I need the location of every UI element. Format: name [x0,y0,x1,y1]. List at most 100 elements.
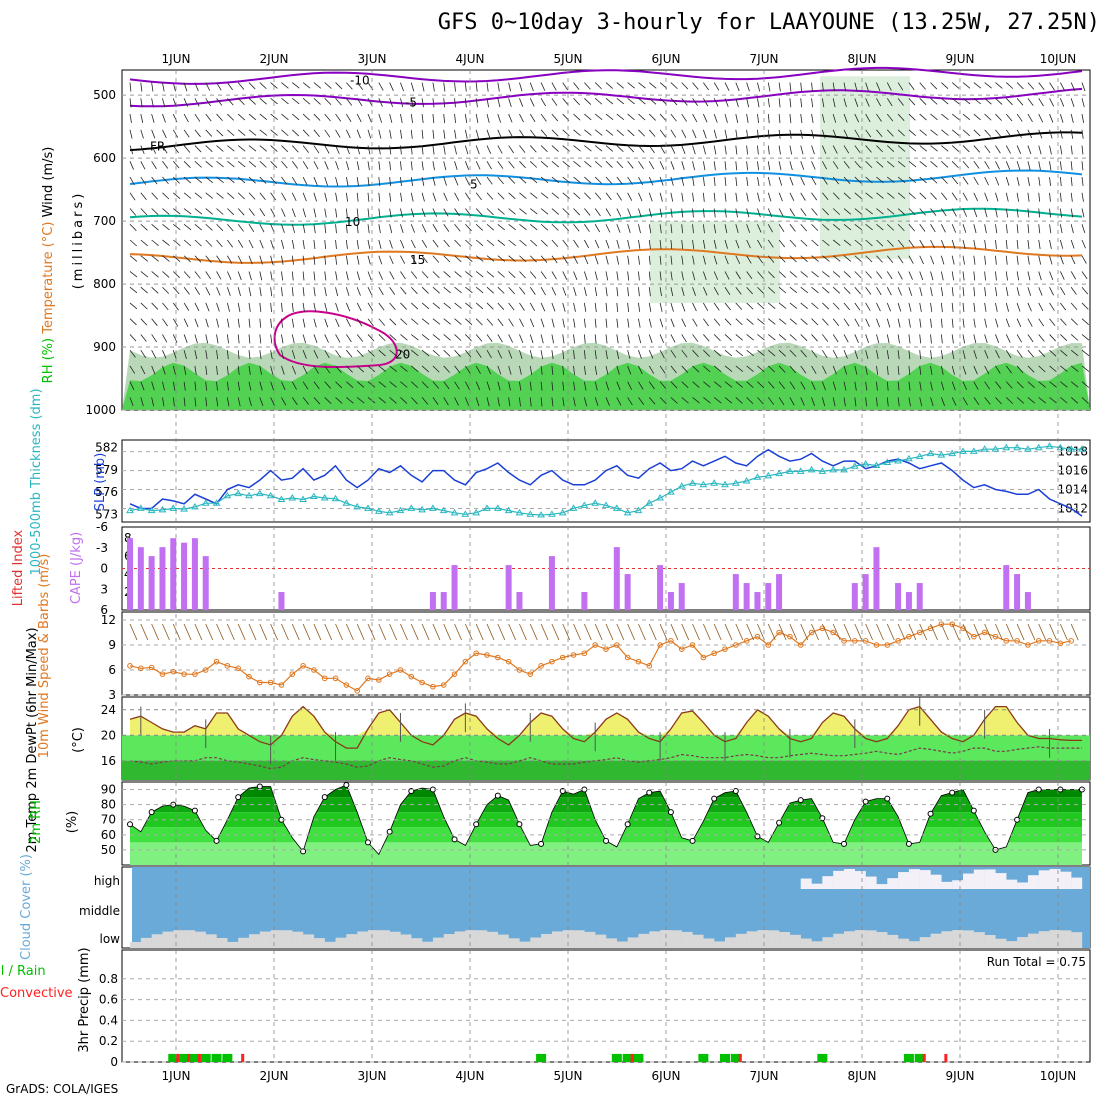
wind-barb [843,381,847,391]
wind-barb [1049,224,1052,234]
wind-barb [822,334,829,342]
wind-barb [648,161,655,170]
wind-barb [432,98,435,108]
wind-barb [1070,397,1079,404]
wind-barb [811,239,819,247]
wind-barb [562,98,569,106]
wind-barb [605,192,612,201]
wind-barb [1016,82,1024,90]
wind-barb [854,623,863,641]
wind-barb [345,623,354,641]
top-date-label: 1JUN [162,52,191,66]
wind-barb [778,349,786,357]
wind-barb [313,208,317,218]
top-date-label: 2JUN [260,52,289,66]
wind-barb [486,302,494,310]
wind-barb [1081,381,1090,388]
wind-barb [757,397,764,405]
cloud-low-block [313,938,325,948]
cloud-high-block [1017,882,1029,889]
wind-barb [248,623,257,641]
wind-barb [876,623,884,641]
wind-barb [421,129,424,139]
wind-barb [367,192,370,202]
cloud-level-label: high [94,874,120,888]
wind-barb [313,255,316,265]
wind-barb [638,334,642,344]
wind-barb [692,334,699,342]
wind-barb [421,192,425,202]
wind-barb [962,302,965,312]
wind-barb [162,161,169,169]
wind-barb [897,239,905,248]
wind-barb [767,114,770,124]
wind-speed-point [538,663,544,669]
cloud-low-block [616,941,628,948]
wind-barb [908,350,911,360]
thickness-point [969,447,978,454]
wind-barb [746,192,749,202]
wind-barb [443,365,451,373]
wind-barb [335,82,343,90]
wind-barb [421,176,425,186]
wind-barb [735,302,743,310]
wind-barb [248,224,255,233]
wind-barb [768,302,776,310]
wind-barb [551,365,554,375]
wind-barb [973,397,980,406]
wind-speed-point [895,638,901,644]
wind-barb [724,623,733,641]
wind-barb [129,255,138,262]
chart-title: GFS 0~10day 3-hourly for LAAYOUNE (13.25… [437,10,1100,35]
wind-barb [140,349,147,358]
wind-barb [140,365,146,375]
cloud-low-block [984,934,996,948]
wind-barb [443,271,451,278]
wind-barb [930,176,938,184]
wind-barb [1016,365,1024,373]
wind-barb [302,161,309,170]
y-axis-title-cloud: Cloud Cover (%) [19,854,34,960]
y-tick-label: 9 [108,638,116,652]
wind-barb [1005,255,1008,265]
wind-barb [540,129,548,137]
wind-barb [281,318,283,328]
wind-speed-point [862,638,869,644]
thickness-point [764,471,773,479]
wind-barb [389,239,393,249]
wind-barb [627,381,632,390]
wind-barb [1005,192,1009,202]
wind-barb [767,98,770,108]
thickness-point [775,469,783,477]
wind-barb [194,208,203,215]
wind-barb [789,334,797,341]
wind-barb [183,129,190,138]
wind-barb [1070,145,1073,155]
wind-barb [627,255,630,265]
wind-barb [594,208,601,217]
run-total-label: Run Total = 0.75 [987,955,1086,969]
wind-barb [432,208,438,217]
wind-barb [984,176,989,186]
wind-barb [216,255,223,264]
wind-barb [162,176,169,185]
wind-barb [313,239,316,249]
thickness-point [515,508,524,516]
wind-barb [443,286,451,294]
wind-barb [205,365,208,375]
wind-barb [941,82,949,89]
cloud-low-block [541,933,553,948]
wind-barb [908,129,916,137]
wind-barb [367,365,376,373]
wind-barb [811,334,818,342]
cloud-low-block [162,931,174,948]
wind-barb [757,286,765,294]
wind-barb [638,82,646,89]
thickness-point [937,451,946,458]
wind-barb [778,176,783,186]
wind-barb [140,161,146,170]
wind-speed-point [408,673,415,680]
wind-barb [713,192,716,202]
wind-barb [832,397,836,407]
wind-barb [659,287,662,297]
